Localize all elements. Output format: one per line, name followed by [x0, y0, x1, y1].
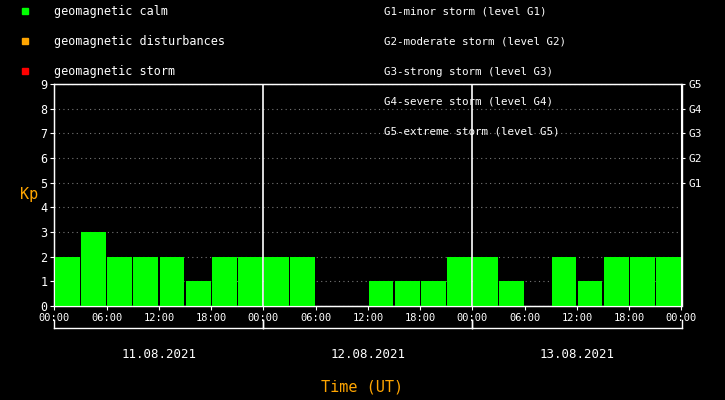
Bar	[238, 257, 262, 306]
Bar	[264, 257, 289, 306]
Y-axis label: Kp: Kp	[20, 188, 38, 202]
Bar	[212, 257, 236, 306]
Bar	[394, 281, 420, 306]
Text: G5-extreme storm (level G5): G5-extreme storm (level G5)	[384, 127, 560, 137]
Bar	[186, 281, 210, 306]
Text: 13.08.2021: 13.08.2021	[539, 348, 615, 361]
Text: Time (UT): Time (UT)	[321, 379, 404, 394]
Bar	[604, 257, 629, 306]
Bar	[420, 281, 446, 306]
Bar	[447, 257, 472, 306]
Bar	[133, 257, 158, 306]
Bar	[55, 257, 80, 306]
Bar	[368, 281, 394, 306]
Text: G2-moderate storm (level G2): G2-moderate storm (level G2)	[384, 37, 566, 47]
Text: geomagnetic calm: geomagnetic calm	[54, 6, 168, 18]
Text: G3-strong storm (level G3): G3-strong storm (level G3)	[384, 67, 553, 77]
Bar	[630, 257, 655, 306]
Bar	[473, 257, 498, 306]
Text: 11.08.2021: 11.08.2021	[121, 348, 196, 361]
Text: G1-minor storm (level G1): G1-minor storm (level G1)	[384, 7, 547, 17]
Bar	[552, 257, 576, 306]
Bar	[107, 257, 132, 306]
Bar	[290, 257, 315, 306]
Bar	[160, 257, 184, 306]
Text: 12.08.2021: 12.08.2021	[331, 348, 405, 361]
Bar	[578, 281, 602, 306]
Bar	[500, 281, 524, 306]
Bar	[81, 232, 106, 306]
Text: G4-severe storm (level G4): G4-severe storm (level G4)	[384, 97, 553, 107]
Bar	[656, 257, 681, 306]
Text: geomagnetic storm: geomagnetic storm	[54, 66, 175, 78]
Text: geomagnetic disturbances: geomagnetic disturbances	[54, 36, 225, 48]
